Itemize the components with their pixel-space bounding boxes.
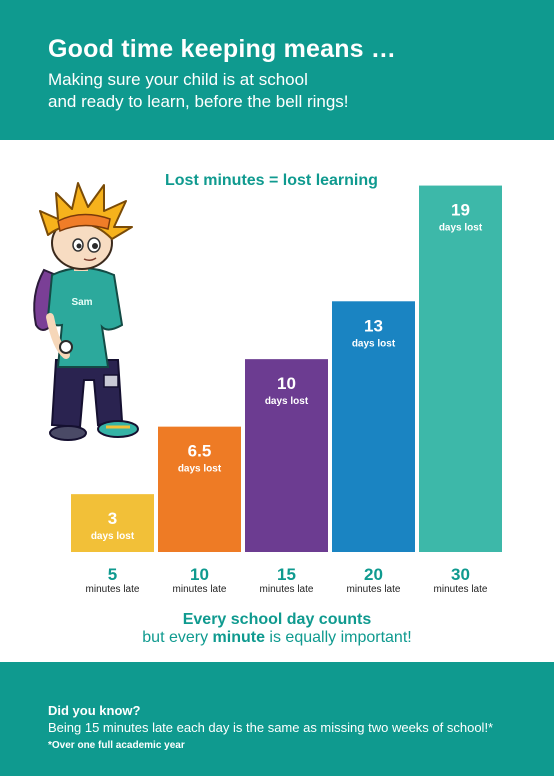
headline: Good time keeping means … — [48, 35, 397, 63]
bar-value-label: 3 — [108, 509, 117, 528]
bar-unit-label: days lost — [178, 464, 222, 475]
x-tick-label: 15 — [277, 565, 296, 584]
bar-value-label: 6.5 — [188, 442, 212, 461]
x-tick-unit-label: minutes late — [347, 584, 401, 595]
x-tick-unit-label: minutes late — [434, 584, 488, 595]
bar-unit-label: days lost — [352, 338, 396, 349]
bar-unit-label: days lost — [91, 531, 135, 542]
bar-value-label: 13 — [364, 316, 383, 335]
bar-value-label: 10 — [277, 374, 296, 393]
message-post: is equally important! — [264, 629, 412, 646]
x-tick-unit-label: minutes late — [173, 584, 227, 595]
bar-20-minutes — [332, 301, 415, 552]
bar-10-minutes — [158, 426, 241, 552]
cartoon-boy-illustration: Sam — [33, 182, 139, 441]
x-tick-label: 5 — [108, 565, 117, 584]
message-pre: but every — [142, 629, 213, 646]
subheadline: Making sure your child is at school and … — [48, 69, 349, 113]
message-every-day: Every school day counts — [182, 611, 372, 628]
did-you-know-band: Did you know? Being 15 minutes late each… — [0, 662, 554, 776]
bar-unit-label: days lost — [265, 396, 309, 407]
bar-30-minutes — [419, 185, 502, 553]
chart-title: Lost minutes = lost learning — [165, 172, 378, 189]
subheadline-line-1: Making sure your child is at school — [48, 70, 308, 89]
x-tick-unit-label: minutes late — [260, 584, 314, 595]
bar-unit-label: days lost — [439, 223, 483, 234]
x-tick-label: 30 — [451, 565, 470, 584]
did-you-know-body: Being 15 minutes late each day is the sa… — [48, 720, 494, 735]
header-band: Good time keeping means … Making sure yo… — [0, 0, 554, 140]
x-tick-label: 20 — [364, 565, 383, 584]
did-you-know-footnote: *Over one full academic year — [48, 740, 185, 751]
subheadline-line-2: and ready to learn, before the bell ring… — [48, 92, 349, 111]
x-tick-label: 10 — [190, 565, 209, 584]
shirt-name-text: Sam — [71, 297, 92, 308]
bar-value-label: 19 — [451, 201, 470, 220]
message-bold-minute: minute — [212, 629, 265, 646]
did-you-know-title: Did you know? — [48, 703, 141, 718]
message-every-minute: but every minute is equally important! — [0, 629, 554, 647]
x-tick-unit-label: minutes late — [86, 584, 140, 595]
bar-15-minutes — [245, 359, 328, 552]
bar-5-minutes — [71, 494, 154, 552]
